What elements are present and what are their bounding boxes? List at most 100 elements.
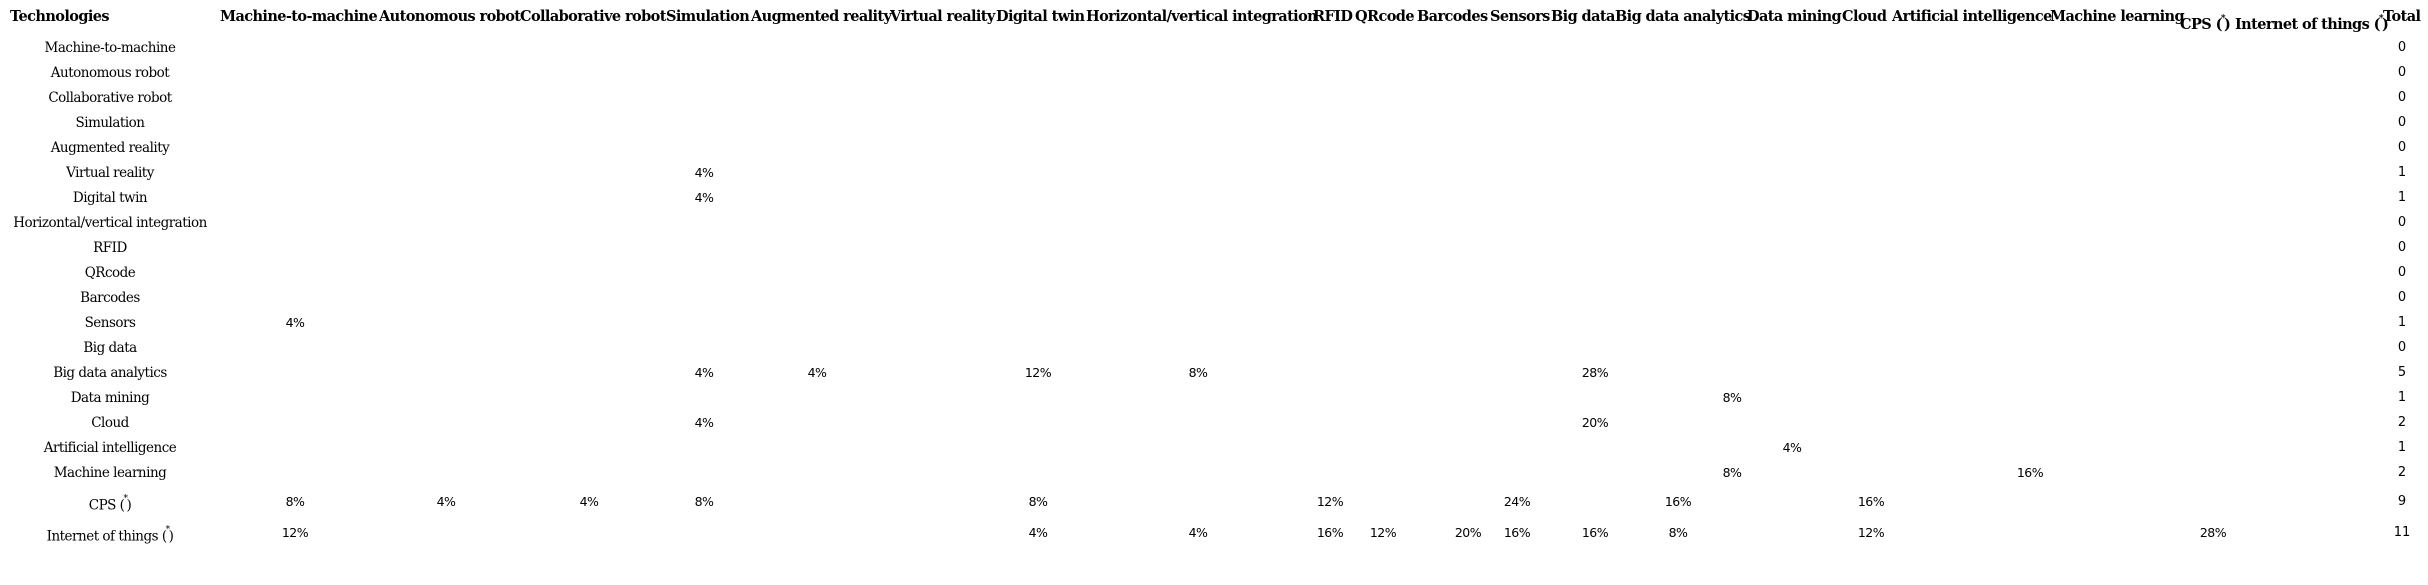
column-header-qrcode: QRcode (1355, 8, 1415, 25)
column-header-virtual-reality: Virtual reality (890, 8, 995, 25)
row-total: 0 (2397, 240, 2407, 255)
table-cell: 12% (1857, 525, 1885, 540)
row-header-machine-to-machine: Machine-to-machine (44, 40, 176, 56)
table-cell: 12% (1316, 494, 1344, 509)
row-total: 1 (2397, 165, 2407, 180)
table-cell: 4% (436, 494, 456, 509)
column-header-machine-to-machine: Machine-to-machine (220, 8, 378, 25)
table-cell: 8% (1668, 525, 1688, 540)
row-total: 1 (2397, 390, 2407, 405)
table-cell: 8% (1722, 390, 1742, 405)
asterisk-mark: * (123, 494, 128, 504)
row-header-internet-of-things: Internet of things (*) (46, 525, 174, 545)
table-cell: 8% (1028, 494, 1048, 509)
table-cell: 8% (1188, 365, 1208, 380)
table-cell: 8% (694, 494, 714, 509)
column-header-sensors: Sensors (1490, 8, 1550, 25)
row-total: 1 (2397, 440, 2407, 455)
row-header-qrcode: QRcode (84, 265, 136, 281)
table-cell: 4% (1782, 440, 1802, 455)
table-cell: 16% (1857, 494, 1885, 509)
row-header-barcodes: Barcodes (80, 290, 140, 306)
table-cell: 16% (1503, 525, 1531, 540)
table-cell: 4% (694, 415, 714, 430)
row-header-cps: CPS (*) (88, 494, 132, 514)
row-header-simulation: Simulation (75, 115, 146, 131)
row-total: 5 (2397, 365, 2407, 380)
table-cell: 28% (1581, 365, 1609, 380)
column-header-big-data-analytics: Big data analytics (1615, 8, 1751, 25)
row-total: 0 (2397, 290, 2407, 305)
table-cell: 4% (579, 494, 599, 509)
row-header-artificial-intelligence: Artificial intelligence (43, 440, 177, 456)
column-header-collaborative-robot: Collaborative robot (520, 8, 666, 25)
table-cell: 4% (1188, 525, 1208, 540)
column-header-rfid: RFID (1313, 8, 1353, 25)
row-total: 0 (2397, 340, 2407, 355)
row-total: 0 (2397, 90, 2407, 105)
table-cell: 16% (1581, 525, 1609, 540)
row-header-big-data-analytics: Big data analytics (53, 365, 167, 381)
table-cell: 4% (285, 315, 305, 330)
column-header-digital-twin: Digital twin (996, 8, 1085, 25)
table-cell: 4% (694, 165, 714, 180)
row-header-cloud: Cloud (91, 415, 129, 431)
asterisk-mark: * (2220, 14, 2226, 24)
column-header-horizontal-vertical-integration: Horizontal/vertical integration (1086, 8, 1318, 25)
table-cell: 8% (285, 494, 305, 509)
column-header-cps: CPS (*) (2180, 14, 2231, 33)
row-total: 2 (2397, 415, 2407, 430)
column-header-barcodes: Barcodes (1417, 8, 1488, 25)
row-total: 1 (2397, 315, 2407, 330)
row-total: 0 (2397, 265, 2407, 280)
row-header-collaborative-robot: Collaborative robot (48, 90, 172, 106)
column-header-artificial-intelligence: Artificial intelligence (1892, 8, 2052, 25)
table-cell: 20% (1454, 525, 1482, 540)
row-total: 0 (2397, 65, 2407, 80)
table-cell: 12% (1369, 525, 1397, 540)
header-total: Total (2383, 8, 2421, 25)
table-cell: 16% (1664, 494, 1692, 509)
table-cell: 16% (1316, 525, 1344, 540)
table-cell: 12% (1024, 365, 1052, 380)
row-header-machine-learning: Machine learning (53, 465, 167, 481)
row-header-digital-twin: Digital twin (72, 190, 148, 206)
column-header-data-mining: Data mining (1747, 8, 1842, 25)
table-cell: 4% (694, 365, 714, 380)
header-technologies: Technologies (10, 8, 110, 25)
row-header-big-data: Big data (83, 340, 137, 356)
row-header-rfid: RFID (93, 240, 127, 256)
row-total: 0 (2397, 140, 2407, 155)
row-total: 9 (2397, 494, 2407, 509)
row-header-virtual-reality: Virtual reality (66, 165, 154, 181)
table-cell: 4% (807, 365, 827, 380)
table-cell: 4% (1028, 525, 1048, 540)
asterisk-mark: * (165, 525, 171, 535)
row-total: 0 (2397, 40, 2407, 55)
table-cell: 4% (694, 190, 714, 205)
table-cell: 20% (1581, 415, 1609, 430)
row-total: 11 (2393, 525, 2411, 540)
row-header-data-mining: Data mining (70, 390, 150, 406)
column-header-simulation: Simulation (666, 8, 750, 25)
column-header-big-data: Big data (1551, 8, 1615, 25)
column-header-augmented-reality: Augmented reality (751, 8, 892, 25)
column-header-cloud: Cloud (1842, 8, 1887, 25)
column-header-internet-of-things: Internet of things (*) (2235, 14, 2389, 33)
row-header-sensors: Sensors (84, 315, 136, 331)
row-header-horizontal-vertical-integration: Horizontal/vertical integration (13, 215, 207, 231)
asterisk-mark: * (2378, 14, 2384, 24)
table-cell: 12% (281, 525, 309, 540)
column-header-autonomous-robot: Autonomous robot (379, 8, 521, 25)
table-cell: 24% (1503, 494, 1531, 509)
row-total: 0 (2397, 115, 2407, 130)
row-total: 0 (2397, 215, 2407, 230)
column-header-machine-learning: Machine learning (2050, 8, 2185, 25)
row-header-autonomous-robot: Autonomous robot (50, 65, 170, 81)
row-total: 2 (2397, 465, 2407, 480)
table-cell: 8% (1722, 465, 1742, 480)
row-total: 1 (2397, 190, 2407, 205)
table-cell: 16% (2016, 465, 2044, 480)
row-header-augmented-reality: Augmented reality (50, 140, 170, 156)
